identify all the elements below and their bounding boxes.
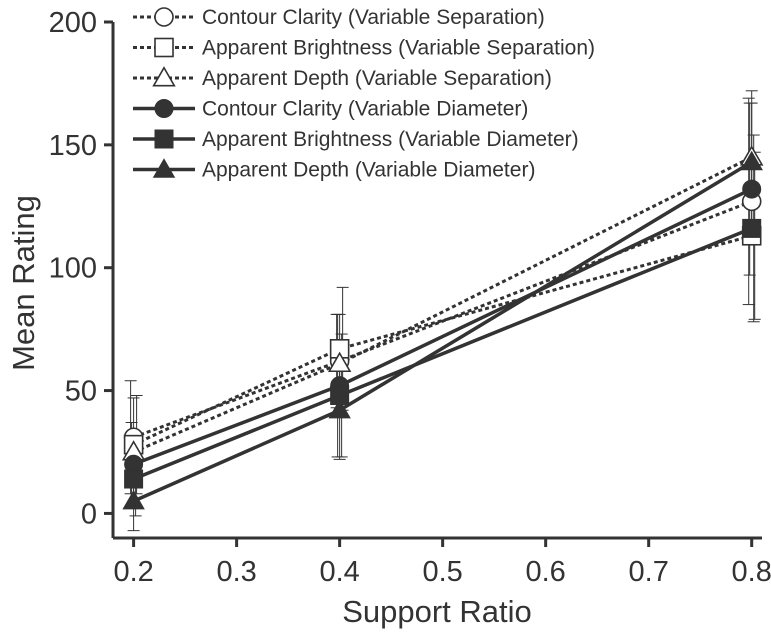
legend-label: Apparent Depth (Variable Diameter) [202,159,535,182]
data-point [327,351,352,373]
data-point [742,218,762,238]
series-line [133,155,753,454]
legend-entry: Apparent Brightness (Variable Separation… [133,37,595,60]
x-tick-label: 0.2 [113,556,153,588]
y-tick-label: 150 [49,130,97,162]
series-line [132,226,753,481]
legend-label: Contour Clarity (Variable Diameter) [202,98,528,121]
legend-entry: Apparent Depth (Variable Diameter) [133,158,535,182]
y-tick-label: 100 [49,253,97,285]
legend-marker [152,66,176,87]
legend-marker [152,158,176,178]
x-tick-label: 0.3 [216,556,256,588]
data-point [740,150,763,171]
legend-marker [154,37,174,58]
y-tick-label: 50 [65,376,97,408]
y-axis-title: Mean Rating [6,195,41,371]
x-tick-label: 0.7 [629,556,669,588]
data-point [742,179,762,199]
data-point [124,469,144,489]
y-tick-label: 200 [49,7,97,39]
series-line [133,199,753,439]
series-lines [132,155,753,503]
x-tick-label: 0.4 [319,556,359,588]
x-tick-label: 0.5 [422,556,462,588]
legend-entry: Contour Clarity (Variable Separation) [133,6,545,29]
series-line [132,187,753,466]
series-line [132,160,753,503]
y-tick-label: 0 [81,498,97,530]
ticks: 0.2 0.3 0.4 0.5 0.6 0.7 0.8 0 50 100 150 200 [49,7,771,588]
series-markers [121,145,764,510]
x-axis-title: Support Ratio [342,594,532,629]
legend-marker [154,7,174,27]
data-point [122,489,145,510]
legend-marker [154,129,174,149]
legend-entry: Apparent Brightness (Variable Diameter) [133,128,579,151]
legend-label: Apparent Brightness (Variable Diameter) [202,128,579,151]
data-point [328,398,351,419]
legend-entry: Apparent Depth (Variable Separation) [133,66,552,90]
legend-label: Contour Clarity (Variable Separation) [202,6,545,29]
legend-marker [154,99,174,118]
legend-entry: Contour Clarity (Variable Diameter) [133,98,528,121]
x-tick-label: 0.8 [732,556,771,588]
legend-label: Apparent Depth (Variable Separation) [202,67,552,90]
legend: Contour Clarity (Variable Separation) App… [133,6,595,182]
x-tick-label: 0.6 [526,556,566,588]
axes [111,22,762,540]
legend-label: Apparent Brightness (Variable Separation… [202,37,595,60]
